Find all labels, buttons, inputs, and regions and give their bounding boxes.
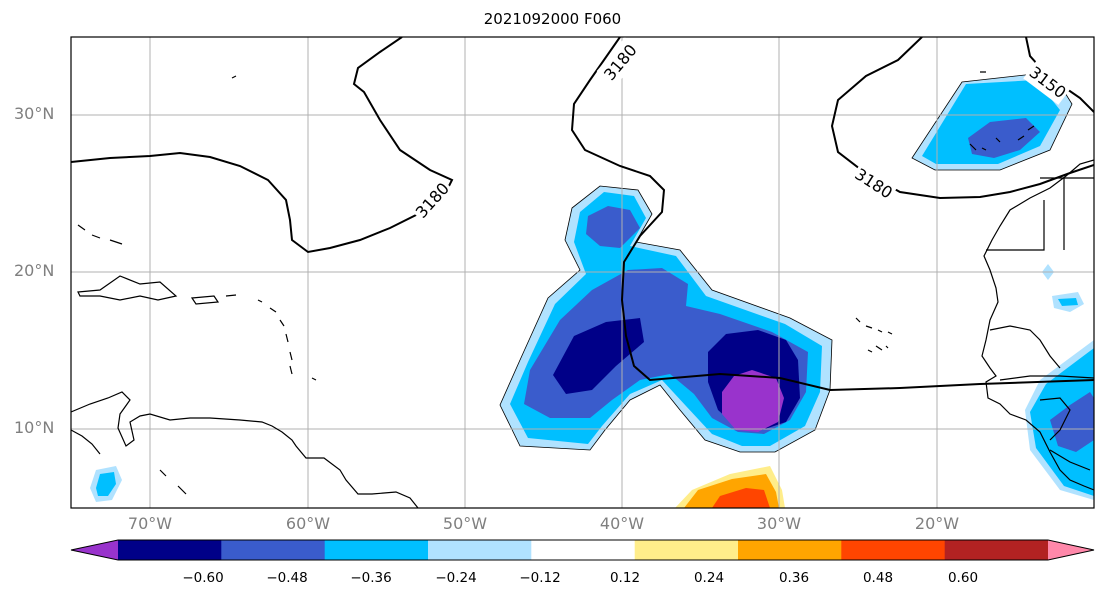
colorbar-tick-label: −0.24 <box>435 570 477 586</box>
map-frame <box>70 36 1095 509</box>
colorbar-extend-low <box>71 540 118 560</box>
colorbar-tick-label: −0.60 <box>182 570 224 586</box>
colorbar-tick-label: 0.60 <box>947 570 979 586</box>
lon-label-20w: 20°W <box>914 514 960 533</box>
coastlines <box>71 71 1094 508</box>
colorbar-cell <box>634 540 739 560</box>
anomaly-northeast <box>911 71 1073 171</box>
anomaly-southwest <box>90 466 122 502</box>
colorbar-cell <box>841 540 946 560</box>
lat-label-10n: 10°N <box>14 418 55 437</box>
lat-label-30n: 30°N <box>14 104 55 123</box>
colorbar-tick-label: 0.24 <box>693 570 725 586</box>
colorbar-cell <box>324 540 429 560</box>
lat-label-20n: 20°N <box>14 261 55 280</box>
lon-label-50w: 50°W <box>442 514 488 533</box>
lon-label-30w: 30°W <box>756 514 802 533</box>
lon-label-70w: 70°W <box>127 514 173 533</box>
colorbar-outline <box>70 539 1095 561</box>
colorbar-cell <box>428 540 532 560</box>
colorbar-cell <box>221 540 326 560</box>
gridlines <box>71 37 1094 508</box>
colorbar-cell <box>118 540 222 560</box>
anomaly-south-positive <box>675 466 785 508</box>
colorbar-tick-label: −0.36 <box>350 570 392 586</box>
colorbar-tick-label: 0.36 <box>778 570 810 586</box>
colorbar-tick-label: −0.48 <box>266 570 308 586</box>
colorbar-extend-high <box>1048 540 1094 560</box>
lon-label-40w: 40°W <box>599 514 645 533</box>
anomaly-central <box>499 185 833 453</box>
anomaly-africa-coast <box>1025 264 1094 500</box>
colorbar-tick-label: −0.12 <box>519 570 561 586</box>
lon-label-60w: 60°W <box>285 514 331 533</box>
colorbar-cell <box>738 540 842 560</box>
map-plot-area <box>71 37 1094 508</box>
colorbar-tick-label: 0.48 <box>862 570 894 586</box>
contour-label-group: 3180 3180 3180 3150 <box>408 37 1073 225</box>
colorbar <box>70 539 1095 561</box>
colorbar-cell <box>531 540 636 560</box>
colorbar-tick-label: 0.12 <box>609 570 641 586</box>
colorbar-cell <box>944 540 1049 560</box>
map-title: 2021092000 F060 <box>483 10 622 28</box>
